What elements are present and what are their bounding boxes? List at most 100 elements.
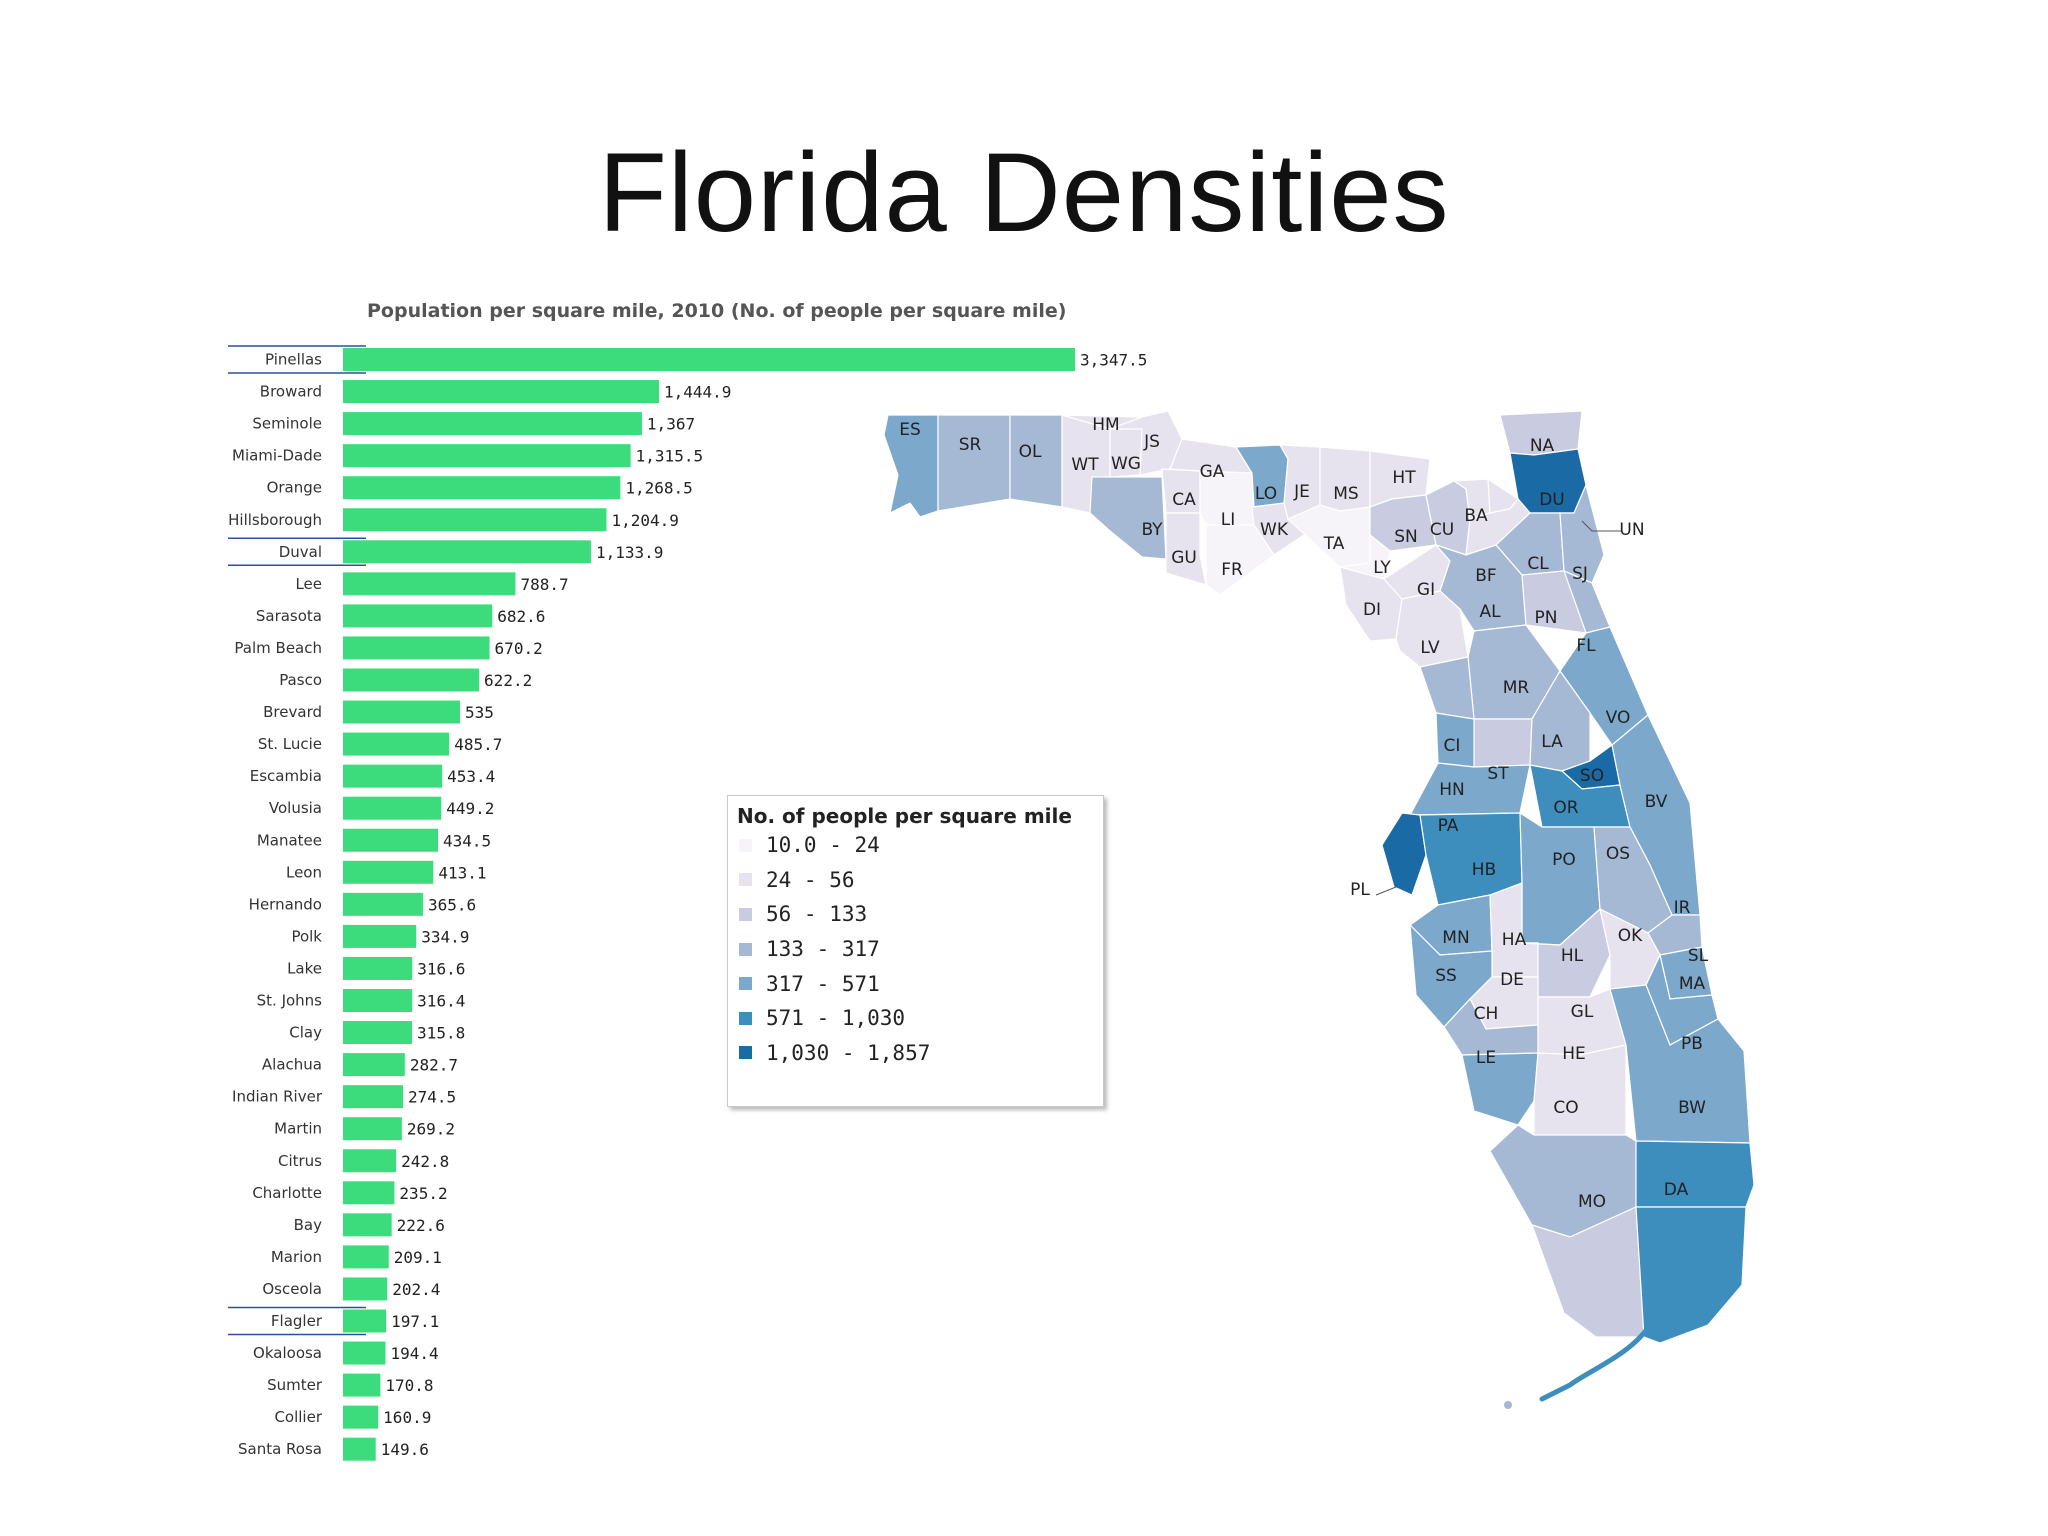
county-label-lo: LO bbox=[1255, 484, 1277, 504]
chart-title: Population per square mile, 2010 (No. of… bbox=[367, 300, 1066, 322]
county-sr bbox=[937, 414, 1011, 512]
county-label-lv: LV bbox=[1420, 638, 1440, 658]
legend-row: 10.0 - 24 bbox=[739, 828, 1103, 863]
bar-martin bbox=[343, 1117, 402, 1141]
value-label-palm-beach: 670.2 bbox=[495, 639, 543, 658]
value-label-citrus: 242.8 bbox=[401, 1152, 449, 1171]
category-label-volusia: Volusia bbox=[269, 799, 322, 817]
bar-escambia bbox=[343, 764, 443, 788]
county-fr bbox=[1205, 524, 1275, 596]
county-label-na: NA bbox=[1530, 436, 1555, 456]
value-label-polk: 334.9 bbox=[421, 927, 469, 946]
value-label-alachua: 282.7 bbox=[410, 1056, 458, 1075]
county-label-mr: MR bbox=[1503, 678, 1530, 698]
value-label-santa-rosa: 149.6 bbox=[381, 1440, 429, 1459]
county-label-de: DE bbox=[1500, 970, 1524, 990]
value-label-lee: 788.7 bbox=[520, 575, 568, 594]
county-label-wg: WG bbox=[1111, 454, 1141, 474]
legend-swatch bbox=[739, 942, 752, 956]
county-label-hm: HM bbox=[1092, 415, 1119, 435]
county-label-es: ES bbox=[899, 420, 921, 440]
county-label-js: JS bbox=[1143, 432, 1160, 452]
county-ci bbox=[1419, 656, 1475, 720]
value-label-duval: 1,133.9 bbox=[596, 543, 663, 562]
county-wg bbox=[1109, 428, 1143, 478]
county-ga bbox=[1169, 438, 1254, 474]
value-label-lake: 316.6 bbox=[417, 959, 465, 978]
county-label-os: OS bbox=[1606, 844, 1630, 864]
county-label-ly: LY bbox=[1373, 558, 1391, 578]
county-label-hb: HB bbox=[1472, 860, 1496, 880]
county-label-pn: PN bbox=[1535, 608, 1558, 628]
county-bw bbox=[1635, 1140, 1755, 1208]
category-label-hernando: Hernando bbox=[249, 895, 322, 913]
category-label-pasco: Pasco bbox=[279, 671, 322, 689]
value-label-martin: 269.2 bbox=[407, 1120, 455, 1139]
legend-label: 571 - 1,030 bbox=[766, 1006, 906, 1031]
value-label-broward: 1,444.9 bbox=[664, 383, 731, 402]
category-label-escambia: Escambia bbox=[250, 767, 322, 785]
category-label-charlotte: Charlotte bbox=[252, 1184, 322, 1202]
category-label-st-lucie: St. Lucie bbox=[258, 735, 322, 753]
county-label-ok: OK bbox=[1618, 926, 1643, 946]
value-label-st-lucie: 485.7 bbox=[454, 735, 502, 754]
county-label-st: ST bbox=[1487, 764, 1509, 784]
legend-label: 317 - 571 bbox=[766, 971, 880, 996]
county-label-gu: GU bbox=[1171, 548, 1197, 568]
county-st bbox=[1473, 718, 1533, 768]
category-label-santa-rosa: Santa Rosa bbox=[238, 1440, 322, 1458]
county-label-fl: FL bbox=[1576, 636, 1596, 656]
category-label-st-johns: St. Johns bbox=[257, 992, 323, 1010]
value-label-volusia: 449.2 bbox=[446, 799, 494, 818]
bar-alachua bbox=[343, 1053, 405, 1077]
category-label-indian-river: Indian River bbox=[232, 1088, 323, 1106]
county-by bbox=[1089, 476, 1167, 560]
county-label-cl: CL bbox=[1527, 554, 1549, 574]
category-label-duval: Duval bbox=[279, 543, 322, 561]
bar-manatee bbox=[343, 828, 439, 852]
category-label-collier: Collier bbox=[274, 1408, 322, 1426]
county-label-ch: CH bbox=[1474, 1004, 1499, 1024]
category-label-alachua: Alachua bbox=[262, 1056, 322, 1074]
county-label-ci: CI bbox=[1444, 736, 1461, 756]
category-label-osceola: Osceola bbox=[262, 1280, 322, 1298]
county-label-ga: GA bbox=[1200, 462, 1225, 482]
county-label-je: JE bbox=[1293, 482, 1310, 502]
bar-collier bbox=[343, 1405, 379, 1429]
county-label-mn: MN bbox=[1442, 928, 1469, 948]
bar-polk bbox=[343, 924, 417, 948]
county-label-vo: VO bbox=[1606, 708, 1631, 728]
value-label-sarasota: 682.6 bbox=[497, 607, 545, 626]
county-label-bf: BF bbox=[1475, 566, 1496, 586]
bar-miami-dade bbox=[343, 444, 631, 468]
legend-title: No. of people per square mile bbox=[737, 804, 1072, 828]
category-label-hillsborough: Hillsborough bbox=[228, 511, 322, 529]
value-label-seminole: 1,367 bbox=[647, 415, 695, 434]
county-label-by: BY bbox=[1141, 520, 1163, 540]
legend-swatch bbox=[739, 1011, 752, 1025]
county-label-hl: HL bbox=[1561, 946, 1584, 966]
county-label-sj: SJ bbox=[1572, 564, 1588, 584]
county-label-he: HE bbox=[1562, 1044, 1586, 1064]
county-label-gi: GI bbox=[1417, 580, 1435, 600]
bar-indian-river bbox=[343, 1085, 404, 1109]
category-label-martin: Martin bbox=[274, 1120, 322, 1138]
bar-lake bbox=[343, 956, 413, 980]
county-label-bv: BV bbox=[1645, 792, 1668, 812]
county-label-sr: SR bbox=[959, 435, 982, 455]
category-label-miami-dade: Miami-Dade bbox=[232, 447, 322, 465]
county-label-gl: GL bbox=[1571, 1002, 1594, 1022]
category-label-sumter: Sumter bbox=[267, 1376, 323, 1394]
legend-row: 24 - 56 bbox=[739, 863, 1103, 898]
category-label-lake: Lake bbox=[287, 959, 322, 977]
bar-broward bbox=[343, 380, 659, 404]
value-label-pasco: 622.2 bbox=[484, 671, 532, 690]
bar-st-lucie bbox=[343, 732, 450, 756]
leader-line-un bbox=[1581, 520, 1622, 532]
value-label-sumter: 170.8 bbox=[385, 1376, 433, 1395]
county-label-ol: OL bbox=[1019, 442, 1042, 462]
county-label-sl: SL bbox=[1688, 946, 1709, 966]
bar-palm-beach bbox=[343, 636, 490, 660]
county-label-pa: PA bbox=[1438, 816, 1459, 836]
